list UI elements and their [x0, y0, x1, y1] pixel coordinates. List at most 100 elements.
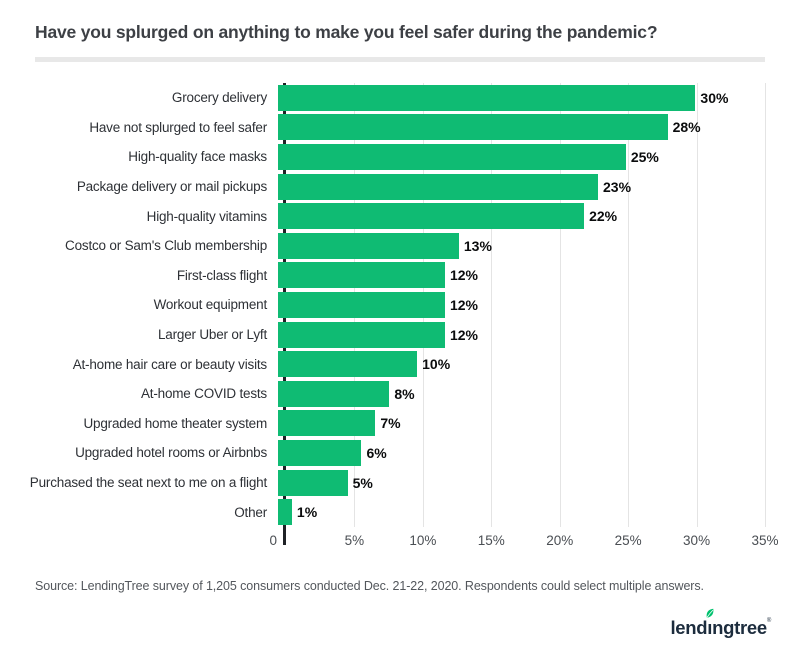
bar-row: Purchased the seat next to me on a fligh… — [29, 468, 765, 498]
tick-label: 10% — [409, 532, 437, 548]
bar — [278, 291, 445, 318]
x-axis-ticks: 0 5% 10% 15% 20% 25% 30% 35% — [269, 530, 778, 552]
bar-row: Upgraded hotel rooms or Airbnbs 6% — [35, 438, 765, 468]
bar-track: 12% — [278, 262, 765, 289]
value-label: 6% — [366, 444, 387, 461]
bar-row: Grocery delivery 30% — [35, 83, 765, 113]
bar-track: 22% — [278, 203, 765, 230]
bar-row: Package delivery or mail pickups 23% — [35, 172, 765, 202]
bar — [278, 232, 459, 259]
category-label: At-home hair care or beauty visits — [72, 356, 267, 372]
gridline — [696, 83, 698, 527]
bar-rows: Grocery delivery 30% Have not splurged to … — [29, 83, 765, 527]
bar — [278, 380, 390, 407]
bar-track: 30% — [278, 84, 765, 111]
bar-row: At-home COVID tests 8% — [35, 379, 765, 409]
bar-track: 12% — [278, 321, 765, 348]
value-label: 8% — [394, 385, 415, 402]
bar-row: First-class flight 12% — [35, 261, 765, 291]
gridline — [765, 83, 766, 527]
trademark-mark: ® — [766, 618, 771, 624]
logo-text-right: ngtree — [712, 617, 767, 638]
bar — [278, 439, 362, 466]
bar-track: 5% — [278, 469, 765, 496]
category-label: Package delivery or mail pickups — [76, 179, 267, 195]
bar-track: 1% — [278, 499, 765, 526]
value-label: 25% — [630, 148, 659, 165]
bar — [278, 262, 445, 289]
title-divider — [35, 57, 765, 62]
value-label: 5% — [352, 474, 373, 491]
category-label: At-home COVID tests — [141, 386, 267, 402]
bar-row: Costco or Sam's Club membership 13% — [35, 231, 765, 261]
category-label: Upgraded hotel rooms or Airbnbs — [75, 445, 267, 461]
page-title: Have you splurged on anything to make yo… — [35, 22, 658, 42]
category-label: First-class flight — [176, 267, 267, 283]
bar — [278, 114, 668, 141]
tick-label: 5% — [344, 532, 365, 548]
value-label: 13% — [463, 237, 492, 254]
bar-track: 12% — [278, 291, 765, 318]
tick-label: 30% — [683, 532, 711, 548]
bar-track: 7% — [278, 410, 765, 437]
value-label: 30% — [700, 89, 729, 106]
bar-track: 13% — [278, 232, 765, 259]
category-label: Upgraded home theater system — [83, 415, 268, 431]
bar-track: 10% — [278, 351, 765, 378]
category-label: Have not splurged to feel safer — [89, 119, 267, 135]
value-label: 12% — [449, 267, 478, 284]
bar-track: 8% — [278, 380, 765, 407]
category-label: Other — [234, 504, 267, 520]
bar-row: Larger Uber or Lyft 12% — [35, 320, 765, 350]
category-label: Larger Uber or Lyft — [158, 327, 267, 343]
value-label: 12% — [449, 296, 478, 313]
category-label: Workout equipment — [153, 297, 268, 313]
tick-label: 35% — [751, 532, 779, 548]
bar-row: At-home hair care or beauty visits 10% — [35, 349, 765, 379]
bar-track: 6% — [278, 439, 765, 466]
bar — [278, 84, 696, 111]
source-note: Source: LendingTree survey of 1,205 cons… — [35, 578, 704, 593]
bar-row: Upgraded home theater system 7% — [35, 409, 765, 439]
leaf-icon — [706, 608, 714, 618]
value-label: 22% — [589, 208, 618, 225]
lendingtree-logo: lend ıngtree® — [670, 608, 771, 639]
category-label: Purchased the seat next to me on a fligh… — [29, 475, 267, 491]
bar-track: 28% — [278, 114, 765, 141]
bar-row: High-quality face masks 25% — [35, 142, 765, 172]
value-label: 23% — [603, 178, 632, 195]
bar — [278, 203, 585, 230]
bar-chart: Grocery delivery 30% Have not splurged to … — [29, 83, 779, 552]
bar — [278, 143, 626, 170]
bar-row: Workout equipment 12% — [35, 290, 765, 320]
bar-row: Other 1% — [35, 497, 765, 527]
gridline — [559, 83, 561, 527]
value-label: 28% — [672, 119, 701, 136]
value-label: 12% — [449, 326, 478, 343]
tick-label: 25% — [614, 532, 642, 548]
tick-label: 20% — [546, 532, 574, 548]
bar — [278, 321, 445, 348]
bar — [278, 173, 599, 200]
logo-text-left: lend — [670, 617, 708, 638]
bar — [278, 469, 348, 496]
tick-label: 15% — [477, 532, 505, 548]
value-label: 10% — [422, 356, 451, 373]
bar — [278, 410, 376, 437]
bar-row: Have not splurged to feel safer 28% — [35, 113, 765, 143]
bar — [278, 351, 418, 378]
tick-label: 0 — [269, 532, 277, 548]
category-label: Costco or Sam's Club membership — [65, 238, 267, 254]
bar-track: 25% — [278, 143, 765, 170]
gridline — [491, 83, 493, 527]
logo-letter-i: ı — [706, 608, 714, 639]
category-label: High-quality face masks — [128, 149, 267, 165]
value-label: 7% — [380, 415, 401, 432]
gridline — [628, 83, 630, 527]
bar — [278, 499, 292, 526]
logo-wordmark: lend ıngtree® — [670, 608, 771, 639]
content: Have you splurged on anything to make yo… — [29, 22, 779, 593]
bar-track: 23% — [278, 173, 765, 200]
category-label: High-quality vitamins — [146, 208, 268, 224]
